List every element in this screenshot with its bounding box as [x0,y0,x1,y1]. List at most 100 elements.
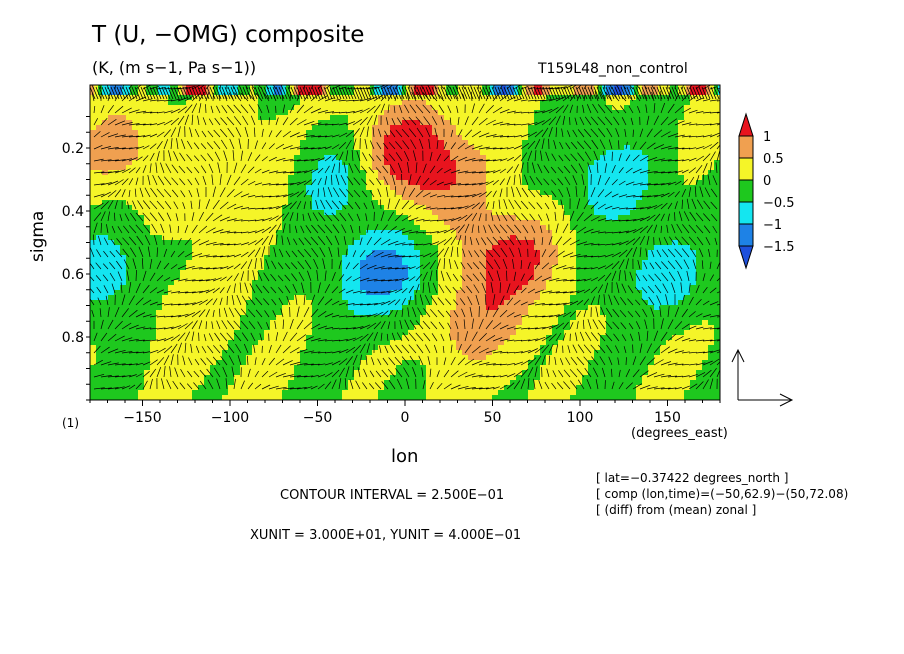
field-cell [390,185,397,191]
field-cell [486,395,493,400]
field-cell [372,240,379,246]
field-cell [192,255,199,261]
field-cell [132,195,139,201]
field-cell [366,260,373,266]
field-cell [156,155,163,161]
field-cell [126,195,133,201]
field-cell [282,230,289,236]
field-cell [234,210,241,216]
field-cell [300,250,307,256]
field-cell [102,185,109,191]
field-cell [210,175,217,181]
field-cell [366,95,373,101]
field-cell [276,135,283,141]
field-cell [420,355,427,361]
field-cell [258,385,265,391]
field-cell [372,250,379,256]
field-cell [96,290,103,296]
field-cell [408,320,415,326]
field-cell [450,160,457,166]
field-cell [402,175,409,181]
field-cell [522,385,529,391]
field-cell [276,120,283,126]
field-cell [108,240,115,246]
field-cell [204,310,211,316]
field-cell [438,100,445,106]
field-cell [432,215,439,221]
field-cell [186,370,193,376]
field-cell [144,190,151,196]
field-cell [228,385,235,391]
field-cell [504,345,511,351]
field-cell [360,105,367,111]
field-cell [480,290,487,296]
field-cell [198,130,205,136]
field-cell [522,205,529,211]
field-cell [462,145,469,151]
field-cell [414,370,421,376]
field-cell [204,275,211,281]
field-cell [228,355,235,361]
field-cell [438,160,445,166]
field-cell [546,310,553,316]
field-cell [474,305,481,311]
field-cell [234,160,241,166]
field-cell [546,320,553,326]
field-cell [546,130,553,136]
field-cell [510,300,517,306]
field-cell [414,320,421,326]
field-cell [288,325,295,331]
field-cell [192,325,199,331]
field-cell [450,180,457,186]
field-cell [372,265,379,271]
field-cell [492,150,499,156]
field-cell [168,245,175,251]
field-cell [114,380,121,386]
field-cell [528,115,535,121]
field-cell [360,280,367,286]
field-cell [426,290,433,296]
field-cell [564,150,571,156]
field-cell [204,305,211,311]
field-cell [426,265,433,271]
field-cell [450,345,457,351]
field-cell [474,245,481,251]
field-cell [90,285,97,291]
field-cell [516,270,523,276]
field-cell [288,310,295,316]
field-cell [102,105,109,111]
field-cell [294,325,301,331]
field-cell [186,380,193,386]
field-cell [132,240,139,246]
field-cell [156,235,163,241]
field-cell [264,345,271,351]
field-cell [288,145,295,151]
field-cell [558,205,565,211]
field-cell [540,145,547,151]
field-cell [186,345,193,351]
field-cell [462,310,469,316]
field-cell [462,275,469,281]
field-cell [438,390,445,396]
field-cell [192,120,199,126]
field-cell [282,290,289,296]
field-cell [150,290,157,296]
field-cell [360,270,367,276]
field-cell [324,185,331,191]
field-cell [150,325,157,331]
field-cell [246,390,253,396]
field-cell [378,155,385,161]
field-cell [384,135,391,141]
field-cell [132,295,139,301]
field-cell [516,355,523,361]
field-cell [516,375,523,381]
field-cell [138,285,145,291]
field-cell [330,190,337,196]
field-cell [114,180,121,186]
field-cell [390,270,397,276]
field-cell [450,125,457,131]
field-cell [426,370,433,376]
field-cell [318,275,325,281]
field-cell [384,220,391,226]
field-cell [396,145,403,151]
